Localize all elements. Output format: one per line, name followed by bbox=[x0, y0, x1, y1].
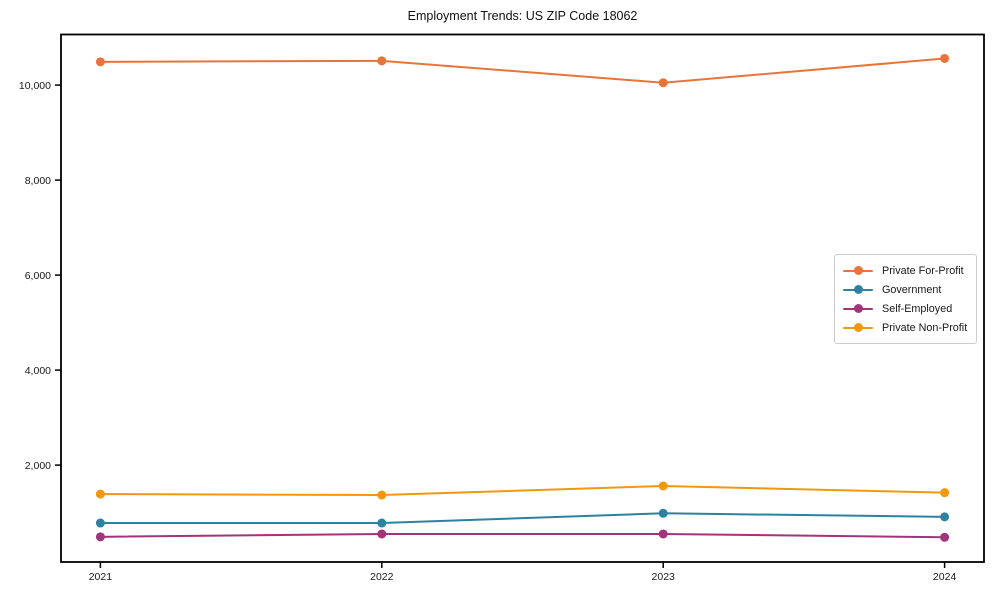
data-point bbox=[940, 512, 950, 522]
data-point bbox=[95, 518, 105, 528]
line-dot-marker-icon bbox=[843, 303, 873, 314]
data-point bbox=[95, 532, 105, 542]
data-point bbox=[658, 529, 668, 539]
series-line bbox=[99, 532, 946, 539]
data-point bbox=[658, 78, 668, 88]
data-point bbox=[377, 490, 387, 500]
series-line bbox=[99, 512, 946, 525]
x-tick-label: 2024 bbox=[933, 571, 957, 583]
data-point bbox=[95, 57, 105, 67]
data-point bbox=[940, 53, 950, 63]
line-dot-marker-icon bbox=[843, 322, 873, 333]
x-tick-label: 2022 bbox=[370, 571, 394, 583]
y-tick-label: 2,000 bbox=[25, 460, 51, 472]
series-line bbox=[99, 484, 946, 497]
legend-label: Government bbox=[882, 283, 942, 296]
y-tick-label: 4,000 bbox=[25, 365, 51, 377]
legend-label: Private Non-Profit bbox=[882, 321, 968, 334]
legend: Private For-Profit Government Self-Emplo… bbox=[834, 254, 977, 344]
data-point bbox=[940, 488, 950, 498]
data-point bbox=[658, 508, 668, 518]
line-dot-marker-icon bbox=[843, 265, 873, 276]
series-line bbox=[99, 57, 946, 84]
data-point bbox=[95, 489, 105, 499]
data-point bbox=[377, 518, 387, 528]
axes-box bbox=[60, 33, 985, 563]
data-point bbox=[377, 56, 387, 66]
data-point bbox=[377, 529, 387, 539]
legend-entry: Self-Employed bbox=[843, 299, 968, 318]
y-tick-label: 8,000 bbox=[25, 175, 51, 187]
legend-entry: Private For-Profit bbox=[843, 261, 968, 280]
y-tick-label: 6,000 bbox=[25, 270, 51, 282]
x-tick-label: 2021 bbox=[89, 571, 113, 583]
legend-label: Private For-Profit bbox=[882, 264, 964, 277]
data-point bbox=[940, 532, 950, 542]
y-tick-label: 10,000 bbox=[19, 80, 51, 92]
legend-label: Self-Employed bbox=[882, 302, 953, 315]
x-tick-label: 2023 bbox=[652, 571, 676, 583]
data-point bbox=[658, 481, 668, 491]
legend-entry: Private Non-Profit bbox=[843, 318, 968, 337]
line-dot-marker-icon bbox=[843, 284, 873, 295]
chart-title: Employment Trends: US ZIP Code 18062 bbox=[407, 9, 638, 23]
legend-entry: Government bbox=[843, 280, 968, 299]
